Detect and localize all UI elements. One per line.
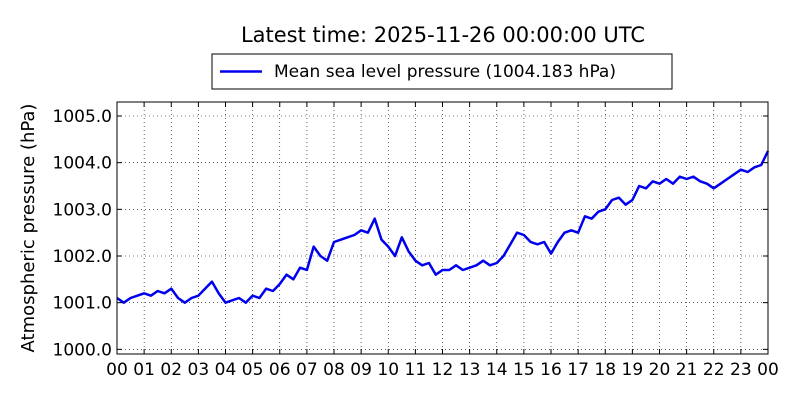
x-tick-label: 06 — [269, 360, 291, 380]
series-line — [116, 150, 770, 304]
x-tick-label: 05 — [242, 360, 264, 380]
x-tick-label: 21 — [676, 360, 698, 380]
ticks: 00 01 02 03 04 05 06 07 08 09 10 11 12 13 14 15 16 17 18 19… — [53, 102, 779, 380]
legend: Mean sea level pressure (1004.183 hPa) — [211, 53, 673, 90]
y-tick-label: 1003.0 — [53, 200, 112, 220]
x-tick-label: 20 — [649, 360, 671, 380]
x-tick-label: 12 — [432, 360, 454, 380]
chart-title: Latest time: 2025-11-26 00:00:00 UTC — [241, 23, 645, 47]
plot-area: 00 01 02 03 04 05 06 07 08 09 10 11 12 13 14 15 16 17 18 19… — [53, 101, 779, 380]
x-tick-label: 01 — [133, 360, 155, 380]
x-tick-label: 14 — [486, 360, 508, 380]
x-tick-label: 10 — [377, 360, 399, 380]
y-tick-label: 1004.0 — [53, 154, 112, 174]
y-axis-label: Atmospheric pressure (hPa) — [18, 104, 39, 353]
legend-box — [211, 53, 673, 90]
x-tick-label: 04 — [215, 360, 237, 380]
x-tick-label: 18 — [594, 360, 616, 380]
x-tick-label: 15 — [513, 360, 535, 380]
y-tick-label: 1000.0 — [53, 340, 112, 360]
x-tick-label: 16 — [540, 360, 562, 380]
x-tick-label: 07 — [296, 360, 318, 380]
x-tick-label: 19 — [622, 360, 644, 380]
x-tick-label: 09 — [350, 360, 372, 380]
series-layer — [116, 150, 770, 304]
x-tick-label: 08 — [323, 360, 345, 380]
x-tick-label: 11 — [405, 360, 427, 380]
x-tick-label: 17 — [567, 360, 589, 380]
x-tick-label: 00 — [106, 360, 128, 380]
x-tick-label: 13 — [459, 360, 481, 380]
legend-label: Mean sea level pressure (1004.183 hPa) — [274, 62, 616, 82]
x-tick-label: 22 — [703, 360, 725, 380]
y-tick-label: 1001.0 — [53, 294, 112, 314]
x-tick-label: 02 — [160, 360, 182, 380]
x-tick-label: 00 — [757, 360, 779, 380]
x-tick-label: 23 — [730, 360, 752, 380]
x-tick-label: 03 — [188, 360, 210, 380]
plot-frame — [116, 101, 769, 355]
y-tick-label: 1005.0 — [53, 107, 112, 127]
y-tick-label: 1002.0 — [53, 247, 112, 267]
gridlines — [117, 102, 768, 354]
